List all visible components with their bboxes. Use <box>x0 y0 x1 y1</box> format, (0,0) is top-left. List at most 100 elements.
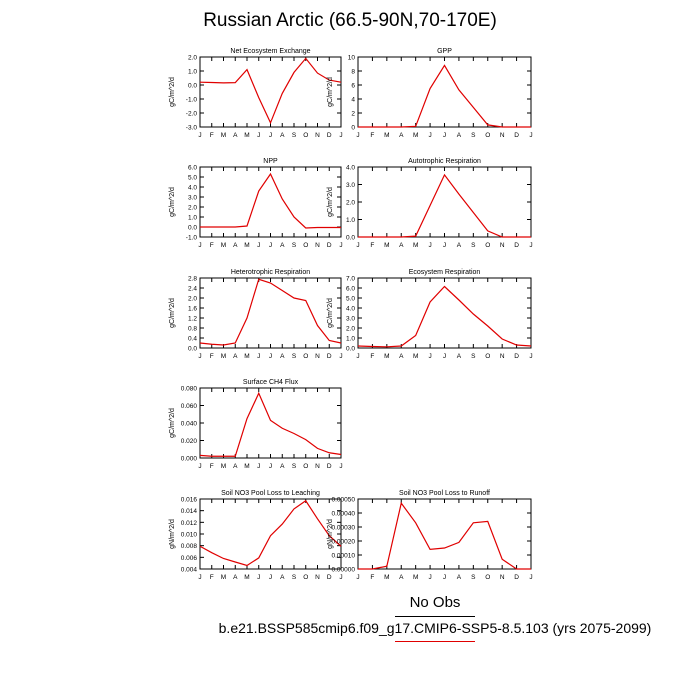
data-point <box>281 427 283 429</box>
data-point <box>281 290 283 292</box>
data-point <box>444 286 446 288</box>
data-point <box>415 522 417 524</box>
y-tick-label: 4.0 <box>346 165 355 172</box>
data-point <box>305 439 307 441</box>
data-point <box>429 549 431 551</box>
data-point <box>458 299 460 301</box>
x-tick-label: N <box>500 574 505 581</box>
y-tick-label: 0.00010 <box>332 553 356 560</box>
x-tick-label: O <box>303 132 308 139</box>
y-tick-label: 0.4 <box>188 336 197 343</box>
x-tick-label: J <box>529 242 532 249</box>
data-point <box>473 313 475 315</box>
plot-frame <box>357 498 532 570</box>
chart-title: Surface CH4 Flux <box>243 379 299 386</box>
data-point <box>501 126 503 128</box>
chart-panel: Soil NO3 Pool Loss to RunoffgN/m^2/d0.00… <box>327 490 533 581</box>
x-tick-label: D <box>514 242 519 249</box>
data-point <box>246 225 248 227</box>
y-tick-label: 1.0 <box>188 69 197 76</box>
y-tick-label: 0.00030 <box>332 525 356 532</box>
y-tick-label: 3.0 <box>346 182 355 189</box>
y-axis-label: gC/m^2/d <box>169 187 176 217</box>
data-point <box>340 342 342 344</box>
y-tick-label: 0.010 <box>181 532 198 539</box>
data-point <box>372 346 374 348</box>
chart-title: Autotrophic Respiration <box>408 158 481 165</box>
x-tick-label: D <box>327 574 332 581</box>
x-tick-label: S <box>471 132 476 139</box>
chart-panel: Surface CH4 Flux gC/m^2/d 0.000 0.020 0.040 0… <box>169 379 343 470</box>
x-tick-label: M <box>244 353 249 360</box>
y-tick-label: 10 <box>348 55 356 62</box>
y-tick-label: 0.006 <box>181 555 198 562</box>
data-point <box>211 226 213 228</box>
chart-title: Soil NO3 Pool Loss to Runoff <box>399 490 490 497</box>
x-tick-label: J <box>269 242 272 249</box>
data-point <box>415 126 417 128</box>
x-tick-label: M <box>244 242 249 249</box>
series-line <box>358 501 531 570</box>
y-tick-label: 0.8 <box>188 326 197 333</box>
plot-frame <box>357 277 532 349</box>
y-tick-label: 0.000 <box>181 456 198 463</box>
data-point <box>400 126 402 128</box>
y-tick-label: 0.0 <box>188 346 197 353</box>
data-point <box>199 455 201 457</box>
y-tick-label: 0.00000 <box>332 567 356 574</box>
y-tick-label: 0.00050 <box>332 497 356 504</box>
x-tick-label: O <box>303 463 308 470</box>
x-tick-label: N <box>315 463 320 470</box>
x-tick-label: J <box>443 242 446 249</box>
x-tick-label: J <box>269 463 272 470</box>
y-tick-label: 2.4 <box>188 286 197 293</box>
series-line <box>358 64 531 128</box>
data-point <box>400 502 402 504</box>
y-axis-label: gC/m^2/d <box>327 187 334 217</box>
x-tick-label: J <box>198 132 201 139</box>
data-point <box>328 340 330 342</box>
data-point <box>317 518 319 520</box>
y-axis-label: gC/m^2/d <box>327 77 334 107</box>
x-tick-label: F <box>210 574 214 581</box>
y-tick-label: 3.0 <box>346 316 355 323</box>
y-tick-label: 8 <box>351 69 355 76</box>
data-point <box>258 97 260 99</box>
y-tick-label: 2.0 <box>188 205 197 212</box>
x-tick-label: J <box>257 353 260 360</box>
data-point <box>223 82 225 84</box>
obs-label: No Obs <box>409 594 461 611</box>
x-tick-label: J <box>443 132 446 139</box>
data-point <box>293 433 295 435</box>
x-tick-label: J <box>257 463 260 470</box>
x-tick-label: N <box>500 353 505 360</box>
chart-panel: Soil NO3 Pool Loss to Leaching gN/m^2/d 0.… <box>169 490 343 581</box>
data-point <box>270 122 272 124</box>
x-tick-label: M <box>244 463 249 470</box>
data-point <box>281 198 283 200</box>
y-tick-label: 0.004 <box>181 567 198 574</box>
data-point <box>293 72 295 74</box>
x-tick-label: M <box>221 132 226 139</box>
x-tick-label: M <box>384 353 389 360</box>
x-tick-label: O <box>303 574 308 581</box>
x-tick-label: M <box>413 132 418 139</box>
data-point <box>516 126 518 128</box>
data-point <box>444 174 446 176</box>
plot-frame <box>199 498 342 570</box>
chart-panel: Ecosystem Respiration gC/m^2/d 0.0 1.0 2.0 3.… <box>327 269 533 360</box>
data-point <box>501 558 503 560</box>
y-tick-label: 2.8 <box>188 276 197 283</box>
data-point <box>473 212 475 214</box>
x-tick-label: O <box>485 353 490 360</box>
x-tick-label: O <box>485 132 490 139</box>
chart-panel: Autotrophic Respiration gC/m^2/d 0.0 1.0 2.0… <box>327 158 533 249</box>
page-title: Russian Arctic (66.5-90N,70-170E) <box>203 10 497 31</box>
x-tick-label: S <box>292 132 297 139</box>
x-tick-label: M <box>221 353 226 360</box>
x-tick-label: A <box>280 463 285 470</box>
series-line <box>357 285 532 348</box>
series-line <box>199 499 342 567</box>
x-tick-label: O <box>303 353 308 360</box>
x-tick-label: J <box>428 353 431 360</box>
